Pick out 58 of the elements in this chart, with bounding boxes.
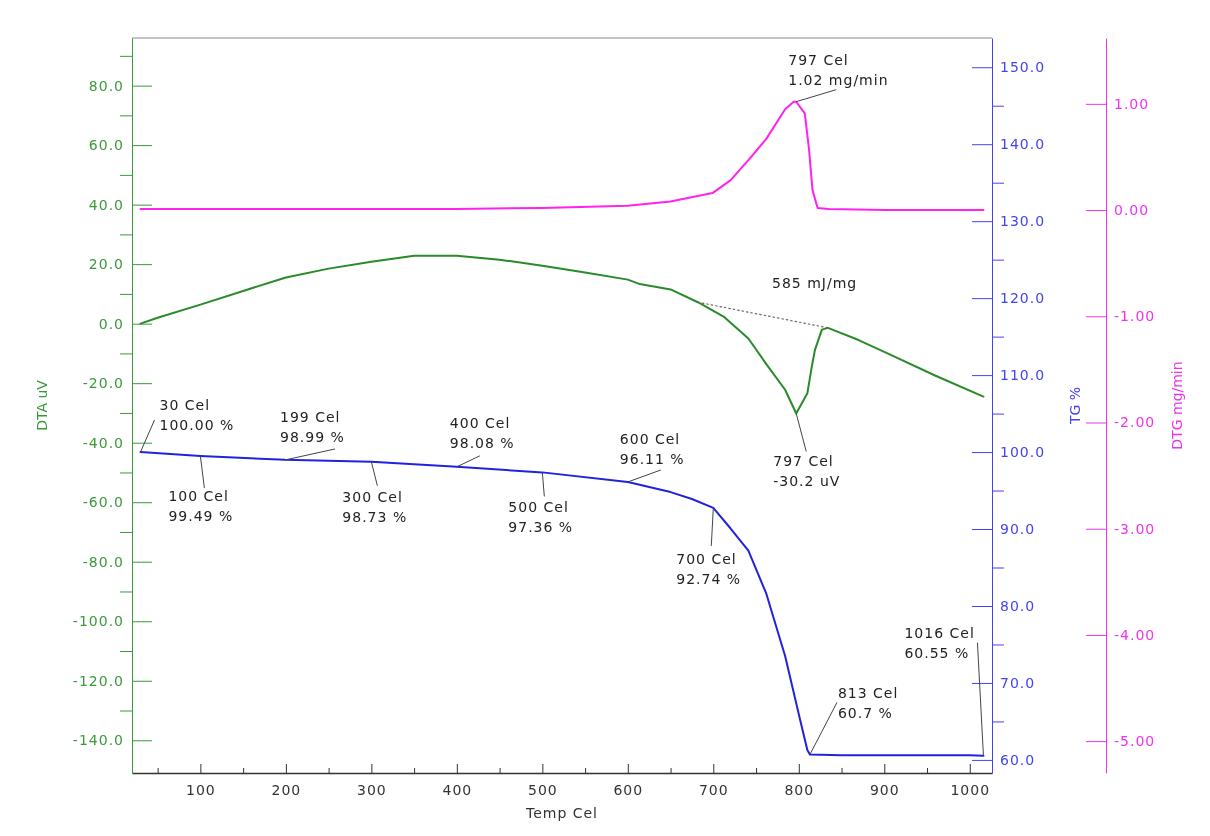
y2-tick-label: 60.0 — [1000, 751, 1036, 768]
annotation: 700 Cel 92.74 % — [676, 550, 742, 587]
x-tick-label: 700 — [698, 781, 729, 798]
y-tick-label: -20.0 — [82, 375, 124, 392]
annotation: 797 Cel -30.2 uV — [773, 452, 841, 489]
y-tick-label: -80.0 — [82, 553, 124, 570]
x-tick-label: 800 — [784, 781, 815, 798]
y3-tick-label: -4.00 — [1114, 626, 1156, 643]
annotation: 300 Cel 98.73 % — [342, 488, 408, 525]
annotation: 100 Cel 99.49 % — [168, 488, 234, 525]
y3-tick-label: 0.00 — [1114, 202, 1150, 219]
x-tick-label: 400 — [442, 781, 473, 798]
x-axis-title: Temp Cel — [524, 805, 599, 821]
y-tick-label: 80.0 — [88, 77, 124, 94]
x-tick-label: 500 — [527, 781, 558, 798]
x-tick-label: 300 — [357, 781, 387, 798]
y-tick-label: 40.0 — [88, 196, 124, 213]
x-tick-label: 100 — [186, 781, 216, 798]
x-tick-label: 1000 — [950, 781, 991, 798]
y3-axis-title: DTG mg/min — [1169, 361, 1185, 450]
annotation: 199 Cel 98.99 % — [280, 408, 345, 445]
y2-tick-label: 80.0 — [1000, 597, 1036, 614]
y2-tick-label: 120.0 — [1000, 290, 1046, 307]
line-series — [139, 100, 985, 212]
x-tick-label: 200 — [271, 781, 302, 798]
y-axis-title: DTA uV — [34, 379, 50, 431]
y-tick-label: -140.0 — [72, 732, 124, 749]
y2-tick-label: 70.0 — [1000, 674, 1036, 691]
y2-tick-label: 150.0 — [1000, 59, 1046, 76]
y-tick-label: 0.0 — [98, 315, 124, 332]
y2-axis-title: TG % — [1067, 386, 1083, 426]
y3-tick-label: -5.00 — [1114, 733, 1156, 750]
annotation: 30 Cel 100.00 % — [159, 396, 235, 433]
annotation: 1016 Cel 60.55 % — [904, 624, 975, 661]
y3-tick-label: -2.00 — [1114, 414, 1156, 431]
x-tick-label: 900 — [869, 781, 900, 798]
annotation: 585 mJ/mg — [772, 275, 858, 291]
annotation: 500 Cel 97.36 % — [508, 499, 574, 536]
annotation: 400 Cel 98.08 % — [449, 414, 515, 451]
y2-tick-label: 130.0 — [1000, 213, 1046, 230]
y2-tick-label: 110.0 — [1000, 367, 1046, 384]
y-tick-label: 20.0 — [88, 256, 124, 273]
y3-tick-label: -3.00 — [1114, 520, 1156, 537]
annotation: 600 Cel 96.11 % — [619, 430, 685, 467]
y3-tick-label: 1.00 — [1114, 95, 1150, 112]
y2-tick-label: 100.0 — [1000, 444, 1046, 461]
line-series — [139, 451, 985, 757]
y-tick-label: -120.0 — [72, 672, 124, 689]
y-tick-label: 60.0 — [88, 137, 124, 154]
annotation: 813 Cel 60.7 % — [837, 684, 899, 721]
y-tick-label: -100.0 — [72, 613, 124, 630]
y2-tick-label: 140.0 — [1000, 136, 1046, 153]
y-tick-label: -60.0 — [82, 494, 124, 511]
x-tick-label: 600 — [613, 781, 644, 798]
annotation: 797 Cel 1.02 mg/min — [788, 51, 889, 88]
y2-tick-label: 90.0 — [1000, 521, 1036, 538]
y3-tick-label: -1.00 — [1114, 308, 1156, 325]
y-tick-label: -40.0 — [82, 434, 124, 451]
